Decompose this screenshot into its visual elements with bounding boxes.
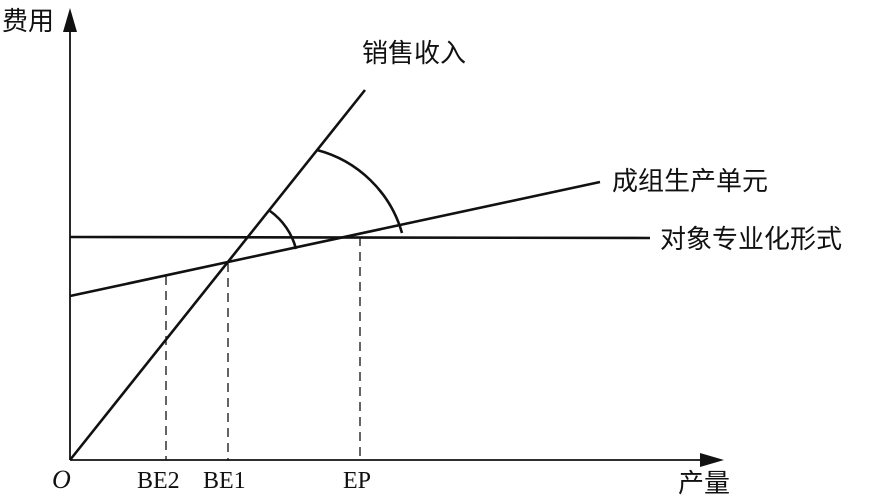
sales-revenue-label: 销售收入 bbox=[362, 39, 466, 69]
y-axis-label: 费用 bbox=[2, 7, 54, 37]
y-axis-arrow bbox=[63, 8, 77, 32]
x-axis-arrow bbox=[700, 453, 724, 467]
origin-label: O bbox=[52, 465, 71, 494]
group-production-unit-label: 成组生产单元 bbox=[612, 167, 768, 197]
be2-tick-label: BE2 bbox=[137, 468, 180, 494]
small-angle-arc bbox=[269, 209, 298, 250]
large-angle-arc bbox=[316, 148, 404, 234]
group-production-unit-line bbox=[69, 180, 601, 298]
ep-tick-label: EP bbox=[343, 468, 371, 494]
be1-tick-label: BE1 bbox=[203, 468, 246, 494]
object-specialization-label: 对象专业化形式 bbox=[660, 225, 842, 255]
sales-revenue-line bbox=[68, 89, 367, 461]
x-axis-label: 产量 bbox=[678, 469, 730, 499]
